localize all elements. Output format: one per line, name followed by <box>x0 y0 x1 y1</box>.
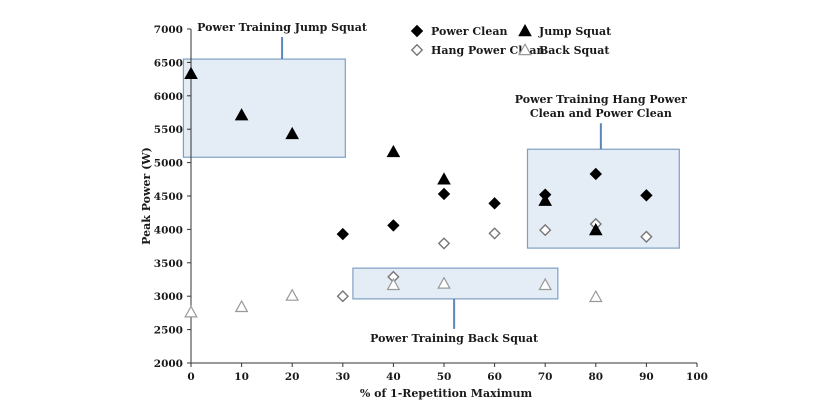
back-squat-point <box>285 288 300 301</box>
x-tick-label: 50 <box>437 371 452 383</box>
y-tick-label: 5000 <box>154 158 183 170</box>
y-tick-labels: 2000 2500 3000 3500 4000 4500 5000 5500 6000 6500… <box>154 24 191 370</box>
x-tick-label: 100 <box>686 371 708 383</box>
power-clean-point <box>387 219 400 232</box>
annotation-label: Power Training Jump Squat <box>197 21 368 34</box>
back-squat-point <box>184 305 198 318</box>
legend-power-clean-label: Power Clean <box>431 25 507 38</box>
y-axis-label: Peak Power (W) <box>140 147 153 245</box>
legend-hang-power-clean-label: Hang Power Clean <box>431 44 545 57</box>
hang-power-clean-point <box>539 223 552 237</box>
annotation-box <box>526 148 680 249</box>
power-clean-point <box>488 197 501 210</box>
back-squat-point <box>234 299 249 313</box>
jump-squat-point <box>437 172 451 185</box>
y-tick-label: 4500 <box>154 191 183 203</box>
annotation-box <box>352 267 559 300</box>
y-tick-label: 7000 <box>154 24 183 36</box>
legend-hang-power-clean-marker <box>410 43 424 57</box>
x-tick-label: 40 <box>386 371 401 383</box>
x-tick-label: 60 <box>487 371 502 383</box>
x-tick-labels: 0 10 20 30 40 50 60 70 80 90 100 <box>187 363 708 383</box>
jump-squat-point <box>386 144 401 158</box>
legend-jump-squat-marker <box>518 23 532 37</box>
y-tick-label: 5500 <box>154 124 183 136</box>
x-tick-label: 80 <box>588 371 603 383</box>
x-tick-label: 10 <box>234 371 249 383</box>
y-tick-label: 3000 <box>154 291 183 303</box>
y-tick-label: 2500 <box>154 325 183 337</box>
power-clean-point <box>437 187 451 201</box>
back-squat-point <box>437 276 451 289</box>
x-tick-label: 0 <box>187 371 194 383</box>
x-tick-label: 90 <box>639 371 654 383</box>
hang-power-clean-point <box>640 230 653 243</box>
jump-squat-point <box>184 66 198 79</box>
legend-power-clean-marker <box>410 24 424 38</box>
legend-back-squat-marker <box>518 42 532 56</box>
back-squat-point <box>538 277 553 291</box>
annotations-layer: Power Training Jump Squat Power Training … <box>182 21 687 345</box>
power-clean-point <box>589 167 602 181</box>
back-squat-point <box>386 277 401 291</box>
x-tick-label: 20 <box>285 371 300 383</box>
hang-power-clean-point <box>488 227 501 240</box>
power-clean-point <box>640 189 653 202</box>
power-clean-point <box>336 227 349 241</box>
back-squat-point <box>588 289 603 303</box>
hang-power-clean-point <box>336 290 349 303</box>
jump-squat-point <box>234 108 249 121</box>
data-points-layer <box>184 66 653 318</box>
y-tick-label: 6000 <box>154 91 183 103</box>
jump-squat-point <box>588 223 603 236</box>
legend-jump-squat-label: Jump Squat <box>538 25 612 38</box>
annotation-label: Clean and Power Clean <box>530 107 672 120</box>
legend-back-squat-label: Back Squat <box>539 44 610 57</box>
annotation-label: Power Training Back Squat <box>370 332 539 345</box>
x-axis-label: % of 1-Repetition Maximum <box>360 387 533 400</box>
y-tick-label: 6500 <box>154 57 183 69</box>
x-tick-label: 70 <box>538 371 553 383</box>
annotation-label: Power Training Hang Power <box>515 93 687 106</box>
legend: Power Clean Hang Power Clean Jump Squat Bac… <box>410 23 612 57</box>
y-tick-label: 3500 <box>154 258 183 270</box>
y-tick-label: 2000 <box>154 358 183 370</box>
y-tick-label: 4000 <box>154 224 183 236</box>
jump-squat-point <box>285 126 300 140</box>
hang-power-clean-point <box>437 237 451 250</box>
jump-squat-point <box>538 193 553 206</box>
x-tick-label: 30 <box>335 371 350 383</box>
annotation-box <box>182 58 346 158</box>
